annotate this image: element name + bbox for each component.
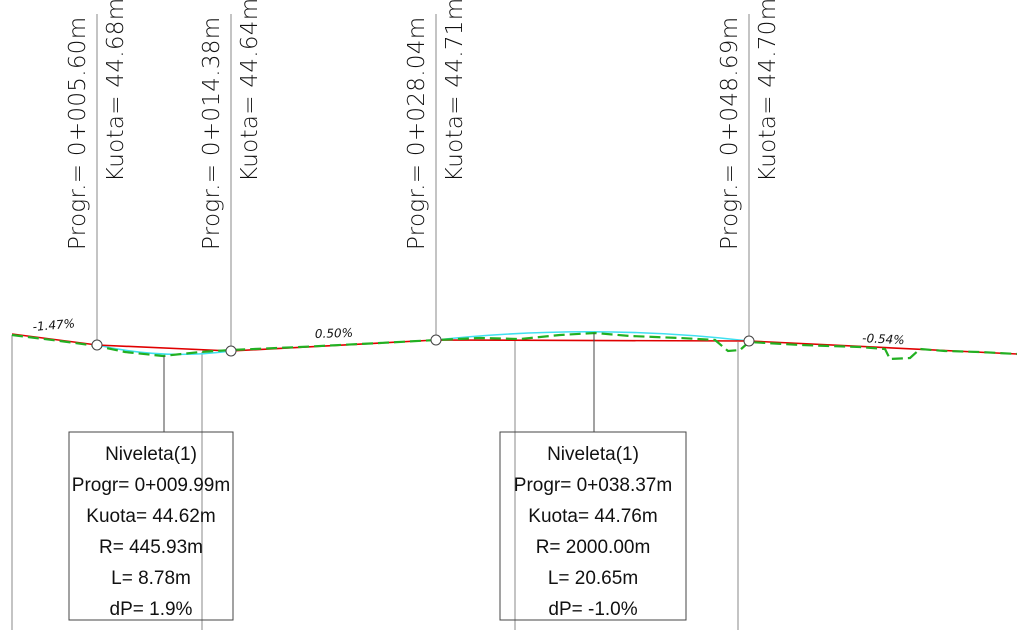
curve-info-1-title: Niveleta(1): [105, 444, 197, 465]
curve-info-2-length: L= 20.65m: [548, 568, 638, 589]
curve-info-2-radius: R= 2000.00m: [536, 537, 651, 558]
grade-label-3: -0.54%: [862, 331, 905, 347]
station-markers: [91, 334, 755, 357]
station-1-progr: Progr.= 0+005.60m: [65, 17, 91, 250]
curve-info-2-title: Niveleta(1): [547, 444, 639, 465]
terrain-line: [11, 331, 1017, 361]
grade-label-1: -1.47%: [32, 316, 76, 334]
curve-info-1-kuota: Kuota= 44.62m: [86, 506, 215, 527]
curve-info-1-progr: Progr= 0+009.99m: [72, 475, 230, 496]
station-labels: Progr.= 0+005.60m Kuota= 44.68m Progr.= …: [65, 0, 781, 250]
station-marker-2: [225, 345, 237, 357]
curve-info-1: Niveleta(1) Progr= 0+009.99m Kuota= 44.6…: [68, 356, 234, 621]
station-1-kuota: Kuota= 44.68m: [103, 0, 129, 182]
guide-lines: [11, 14, 750, 630]
curve-info-2-dp: dP= -1.0%: [548, 599, 637, 620]
station-marker-4: [743, 335, 755, 347]
station-marker-1: [91, 339, 103, 351]
curve-info-1-length: L= 8.78m: [111, 568, 191, 589]
station-3-progr: Progr.= 0+028.04m: [404, 17, 430, 250]
curve-info-2-kuota: Kuota= 44.76m: [528, 506, 657, 527]
curve-info-1-dp: dP= 1.9%: [110, 599, 193, 620]
curve-info-1-box: [68, 431, 234, 621]
station-2-progr: Progr.= 0+014.38m: [199, 17, 225, 250]
station-4-kuota: Kuota= 44.70m: [755, 0, 781, 182]
grade-labels: -1.47% 0.50% -0.54%: [32, 316, 905, 347]
station-marker-3: [430, 334, 442, 346]
vertical-curves: [96, 330, 750, 356]
curve-info-2: Niveleta(1) Progr= 0+038.37m Kuota= 44.7…: [499, 333, 687, 621]
vertical-curve-2: [435, 330, 750, 342]
station-3-kuota: Kuota= 44.71m: [442, 0, 468, 182]
station-4-progr: Progr.= 0+048.69m: [717, 17, 743, 250]
curve-info-2-progr: Progr= 0+038.37m: [514, 475, 672, 496]
curve-info-2-box: [499, 431, 687, 621]
grade-label-2: 0.50%: [315, 326, 354, 341]
curve-info-1-radius: R= 445.93m: [99, 537, 203, 558]
vertical-curve-1: [96, 344, 232, 356]
station-2-kuota: Kuota= 44.64m: [237, 0, 263, 182]
